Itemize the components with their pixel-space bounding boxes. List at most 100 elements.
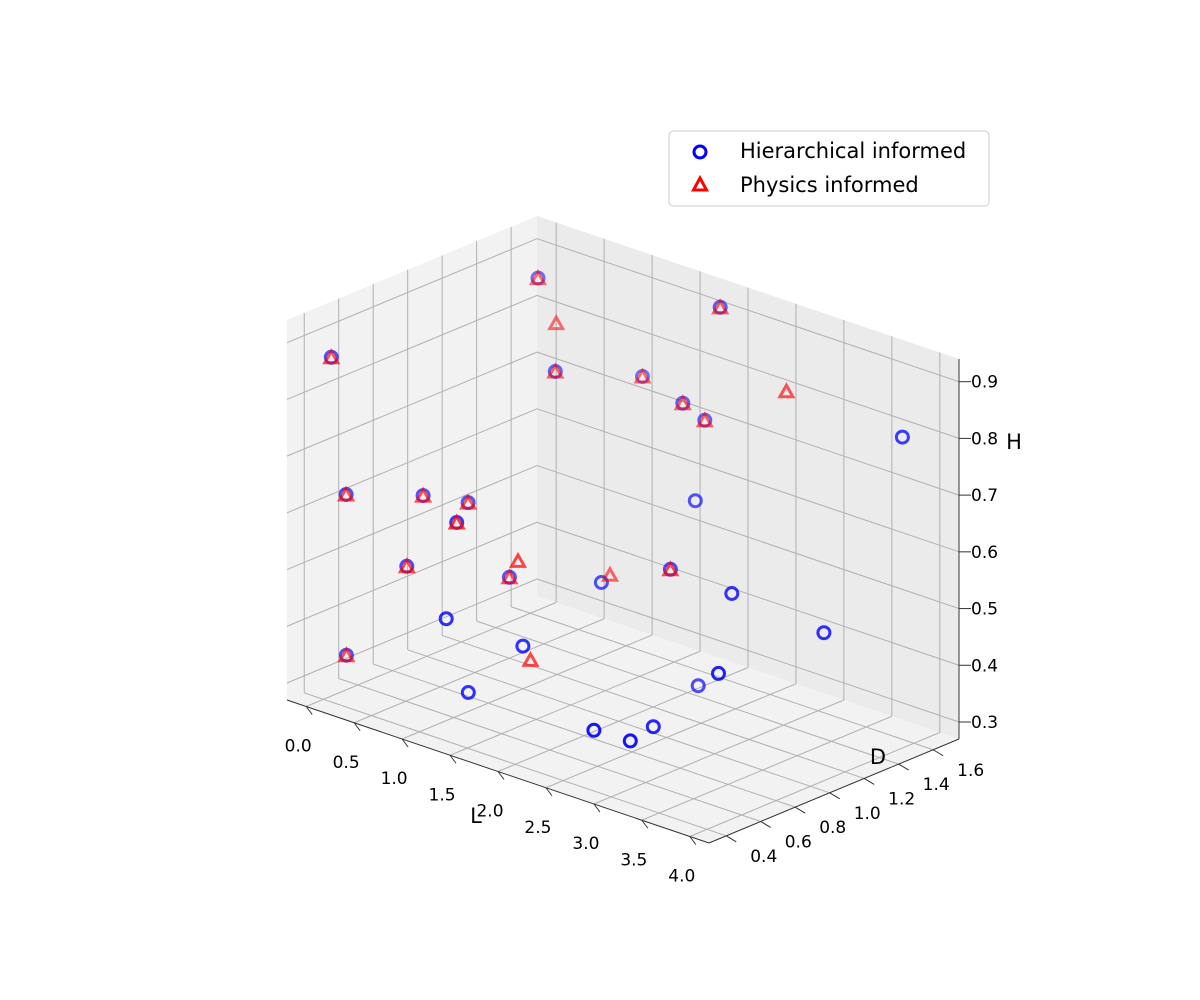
y-tick-label: 0.8 [819,818,846,838]
grid-line-y [407,649,830,794]
physics-point [695,411,714,428]
physics-point [528,269,548,286]
y-tick-mark [932,749,944,757]
x-tick-label: 4.0 [668,867,695,887]
physics-point [711,298,730,315]
x-tick-mark [449,754,457,764]
physics-point [673,394,692,411]
physics-point [600,565,620,582]
grid-line-z [286,465,538,571]
y-tick-mark [898,763,909,771]
grid-line-z [286,408,538,514]
x-tick-label: 3.5 [620,850,647,870]
x-tick-mark [545,787,553,797]
x-axis-label: L [470,804,482,828]
x-tick-mark [401,738,409,748]
legend-marker-physics [690,174,710,192]
physics-point [521,650,540,667]
hierarchical-point [438,611,454,627]
x-tick-label: 1.0 [381,769,408,789]
hierarchical-point [690,678,706,694]
grid-line-z [286,238,538,344]
hierarchical-point [593,575,609,590]
y-tick-mark [760,821,771,828]
physics-point [500,568,519,585]
z-tick-label: 0.5 [971,600,998,620]
x-tick-mark [353,722,361,732]
data-marks [322,269,910,749]
hierarchical-point [724,586,740,601]
x-tick-mark [497,771,505,780]
axes-grid [286,222,960,837]
y-tick-mark [725,835,737,843]
grid-line-z [286,521,538,627]
z-tick-label: 0.4 [971,656,998,676]
x-tick-label: 2.5 [524,818,551,838]
grid-line-x [497,667,749,772]
hierarchical-point [460,685,476,700]
hierarchical-point [711,665,726,681]
z-axis-label: H [1006,430,1022,454]
physics-point [459,493,478,510]
grid-line-x [449,650,701,756]
grid-line-x [641,715,893,821]
legend: Hierarchical informed Physics informed [668,130,990,207]
x-tick-label: 2.0 [476,802,503,822]
grid-line-x [353,618,605,724]
grid-line-y [476,620,899,765]
hierarchical-point [894,429,910,445]
grid-line-x [401,634,653,740]
x-tick-mark [305,706,313,715]
grid-line-y [442,634,865,779]
y-tick-label: 1.6 [957,761,984,781]
physics-point [397,557,416,574]
grid-line-x [593,699,845,805]
hierarchical-point [515,638,531,654]
physics-point [447,513,466,530]
z-tick-label: 0.6 [971,543,998,563]
grid-line-z [536,465,960,610]
grid-line-x [305,602,557,707]
grid-line-x [545,683,797,789]
physics-point [777,382,796,399]
legend-label-physics: Physics informed [740,173,919,197]
y-tick-label: 0.4 [750,847,777,867]
x-tick-mark [689,836,697,845]
hierarchical-point [586,722,602,738]
z-tick-label: 0.8 [971,429,998,449]
y-tick-mark [829,792,840,800]
grid-line-z [536,351,960,496]
grid-line-x [689,732,941,837]
hierarchical-point [645,719,661,735]
legend-label-hierarchical: Hierarchical informed [740,139,966,163]
grid-line-z [286,351,538,457]
y-tick-label: 1.4 [923,775,950,795]
grid-line-z [536,238,960,383]
x-tick-label: 0.5 [333,753,360,773]
y-axis-label: D [870,745,886,769]
axes-ticks: 0.0 0.5 1.0 1.5 2.0 2.5 3.0 3.5 4.0 0.4 0.6 0.8 1.0 1… [285,373,998,887]
grid-line-z [536,521,960,666]
legend-marker-hierarchical [692,144,708,160]
physics-point [547,314,566,331]
grid-line-z [536,408,960,553]
physics-point [322,348,341,365]
physics-point [337,646,356,663]
hierarchical-point [622,733,638,749]
y-tick-mark [863,778,875,785]
y-tick-label: 1.2 [888,789,915,809]
physics-point [633,367,652,384]
legend-frame [668,130,990,207]
hierarchical-point [687,493,703,509]
hierarchical-point [816,625,832,641]
x-tick-mark [641,819,649,829]
grid-line-z [286,578,538,684]
physics-point [661,560,680,577]
z-tick-label: 0.7 [971,486,998,506]
x-tick-label: 3.0 [572,834,599,854]
grid-line-y [373,663,796,808]
side-pane [287,216,537,700]
physics-point [546,362,565,379]
y-tick-label: 1.0 [854,804,881,824]
